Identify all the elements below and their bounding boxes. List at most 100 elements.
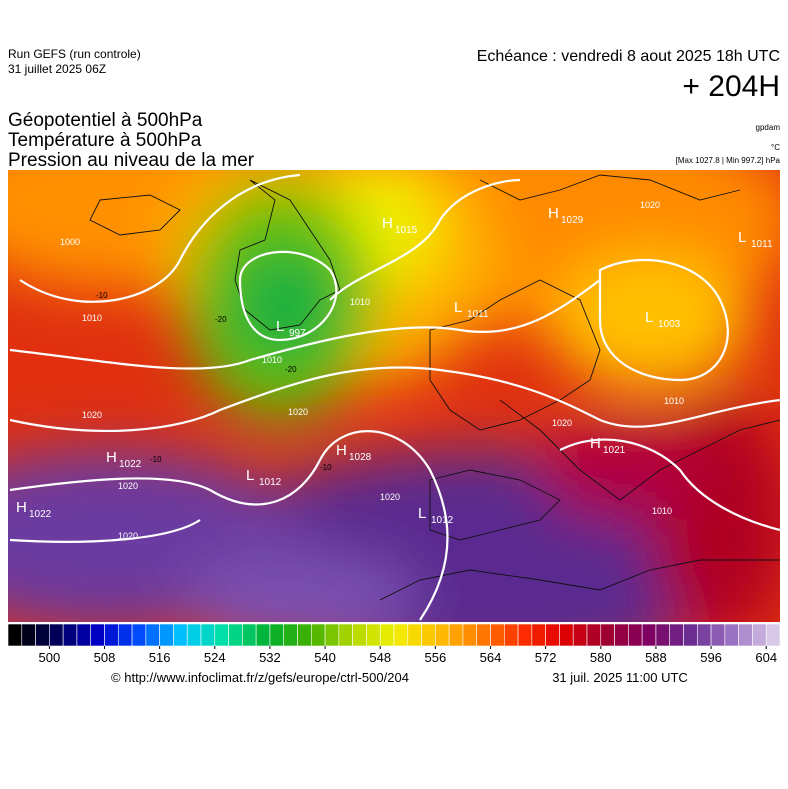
temp-label: -10	[96, 291, 108, 300]
colorbar-swatch	[724, 623, 739, 647]
colorbar-label: 516	[149, 650, 171, 665]
colorbar-swatch	[255, 623, 271, 647]
center-value: 1012	[431, 515, 454, 526]
center-type: L	[246, 467, 254, 484]
isobars	[9, 173, 780, 621]
colorbar-label: 580	[590, 650, 612, 665]
center-type: L	[738, 229, 746, 246]
colorbar-swatch	[710, 623, 726, 647]
field: Géopotentiel à 500hPa	[8, 110, 203, 131]
colorbar-swatch	[186, 623, 202, 647]
isobar-label: 1000	[60, 237, 80, 247]
colorbar-swatch	[531, 623, 546, 647]
colorbar-swatch	[683, 623, 698, 647]
colorbar-label: 532	[259, 650, 281, 665]
unit: °C	[771, 143, 780, 152]
colorbar-swatch	[628, 623, 643, 647]
colorbar-swatch	[21, 623, 36, 647]
colorbar-swatch	[117, 623, 133, 647]
colorbar-swatch	[76, 623, 92, 647]
colorbar-label: 556	[425, 650, 447, 665]
isobar-label: 1020	[118, 481, 138, 491]
center-value: 1021	[603, 445, 626, 456]
isobar-label: 1020	[118, 531, 138, 541]
center-type: L	[276, 318, 284, 335]
colorbar-swatch	[600, 623, 615, 647]
colorbar-swatch	[765, 623, 781, 647]
colorbar-swatch	[297, 623, 312, 647]
pressure-range: [Max 1027.8 | Min 997.2] hPa	[676, 156, 781, 165]
colorbar-label: 524	[204, 650, 226, 665]
colorbar-swatch	[448, 623, 464, 647]
colorbar-swatch	[752, 623, 767, 647]
colorbar-label: 540	[314, 650, 336, 665]
center-type: H	[16, 499, 27, 516]
colorbar-swatch	[696, 623, 712, 647]
temp-label: -20	[215, 315, 227, 324]
source: © http://www.infoclimat.fr/z/gefs/europe…	[111, 670, 409, 685]
colorbar-swatch	[214, 623, 229, 647]
colorbar-swatch	[310, 623, 326, 647]
colorbar-swatch	[655, 623, 671, 647]
colorbar-swatch	[572, 623, 588, 647]
issue-time: 31 juil. 2025 11:00 UTC	[552, 670, 688, 685]
colorbar-swatch	[435, 623, 450, 647]
colorbar-swatch	[104, 623, 119, 647]
colorbar-label: 500	[39, 650, 61, 665]
colorbar-swatch	[90, 623, 105, 647]
field: Pression au niveau de la mer	[8, 150, 255, 171]
isobar-label: 1020	[288, 407, 308, 417]
colorbar-swatch	[559, 623, 574, 647]
colorbar-swatch	[352, 623, 367, 647]
colorbar: 500 508 516 524 532 540 548 556 564 572 580 588 596 6…	[7, 623, 781, 665]
colorbar-swatch	[173, 623, 188, 647]
isobar-label: 1010	[82, 313, 102, 323]
colorbar-swatch	[200, 623, 216, 647]
colorbar-label: 548	[369, 650, 391, 665]
colorbar-swatch	[393, 623, 409, 647]
colorbar-label: 564	[480, 650, 502, 665]
colorbar-swatch	[35, 623, 50, 647]
center-value: 997	[289, 328, 306, 339]
colorbar-swatch	[738, 623, 753, 647]
colorbar-swatch	[7, 623, 23, 647]
colorbar-swatch	[517, 623, 533, 647]
isobar-label: 1020	[552, 418, 572, 428]
colorbar-swatch	[269, 623, 285, 647]
center-value: 1028	[349, 452, 372, 463]
colorbar-swatch	[490, 623, 505, 647]
colorbar-swatch	[145, 623, 160, 647]
colorbar-swatch	[421, 623, 436, 647]
isobar-label: 1010	[652, 506, 672, 516]
temp-label: -10	[320, 463, 332, 472]
run-date: 31 juillet 2025 06Z	[8, 62, 106, 76]
colorbar-swatch	[614, 623, 629, 647]
center-value: 1003	[658, 319, 681, 330]
colorbar-label: 604	[755, 650, 777, 665]
colorbar-swatch	[62, 623, 78, 647]
isobar-label: 1010	[350, 297, 370, 307]
lead-time: + 204H	[682, 70, 780, 103]
valid-time: Echéance : vendredi 8 aout 2025 18h UTC	[477, 48, 780, 65]
colorbar-swatch	[324, 623, 340, 647]
isobar-label: 1020	[82, 410, 102, 420]
colorbar-label: 588	[645, 650, 667, 665]
colorbar-swatch	[379, 623, 395, 647]
center-type: L	[645, 309, 653, 326]
center-value: 1015	[395, 225, 418, 236]
colorbar-swatch	[338, 623, 353, 647]
temp-label: -20	[285, 365, 297, 374]
center-type: H	[548, 205, 559, 222]
colorbar-swatch	[131, 623, 147, 647]
colorbar-swatch	[641, 623, 657, 647]
center-type: H	[590, 435, 601, 452]
colorbar-swatch	[545, 623, 560, 647]
center-type: H	[336, 442, 347, 459]
isobar-label: 1020	[640, 200, 660, 210]
run: Run GEFS (run controle)	[8, 47, 141, 61]
colorbar-swatch	[586, 623, 602, 647]
colorbar-swatch	[503, 623, 519, 647]
